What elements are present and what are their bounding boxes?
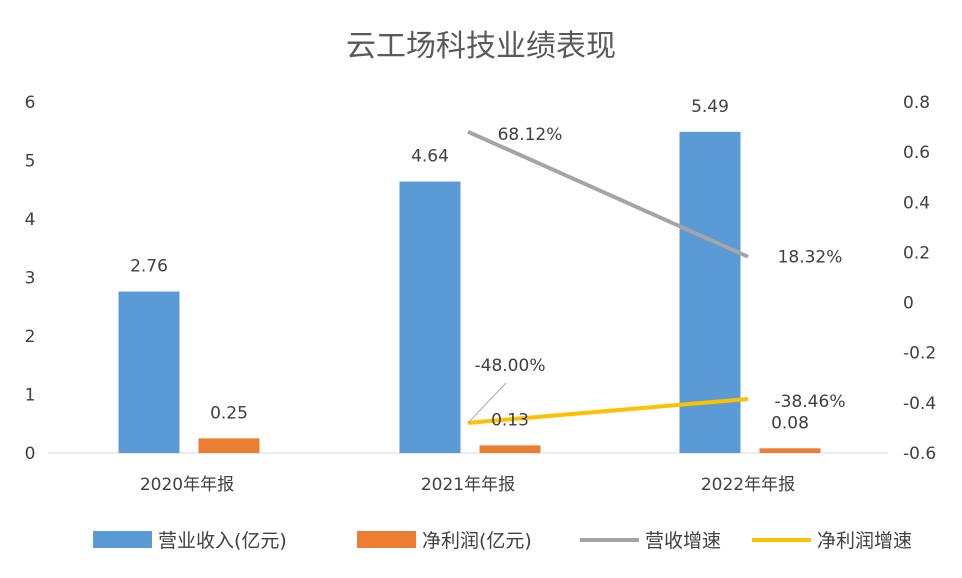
data-label: 5.49 [691, 97, 729, 117]
left-tick-label: 3 [25, 269, 36, 289]
left-tick-label: 4 [25, 210, 36, 230]
right-tick-label: -0.2 [903, 344, 936, 364]
right-tick-label: 0.8 [903, 93, 930, 113]
legend-label: 营收增速 [645, 530, 721, 552]
bar-net-profit [479, 445, 541, 453]
data-label: -38.46% [775, 392, 846, 412]
legend-swatch [357, 531, 416, 548]
right-tick-label: -0.6 [903, 444, 936, 464]
left-tick-label: 5 [25, 152, 36, 172]
bar-net-profit [198, 438, 260, 453]
bar-revenue [399, 181, 461, 453]
data-label: 4.64 [411, 147, 449, 167]
right-tick-label: -0.4 [903, 394, 936, 414]
data-label: 2.76 [130, 257, 168, 277]
right-tick-label: 0.4 [903, 193, 930, 213]
legend-label: 净利润(亿元) [422, 530, 532, 552]
data-label: 18.32% [778, 248, 843, 268]
left-tick-label: 2 [25, 327, 36, 347]
legend-label: 营业收入(亿元) [158, 530, 287, 552]
legend-label: 净利润增速 [817, 530, 912, 552]
bar-revenue [118, 291, 180, 453]
line-revenue-growth [467, 129, 749, 259]
bar-net-profit [759, 448, 821, 453]
left-tick-label: 6 [25, 93, 36, 113]
right-tick-label: 0 [903, 294, 914, 314]
category-label: 2022年年报 [701, 475, 795, 495]
data-label: 0.13 [491, 410, 529, 430]
data-label: -48.00% [475, 356, 546, 376]
left-tick-label: 1 [25, 386, 36, 406]
data-label: 68.12% [498, 125, 563, 145]
legend-swatch [93, 531, 152, 548]
data-label: 0.25 [210, 403, 248, 423]
line-profit-growth [467, 397, 749, 425]
data-label: 0.08 [771, 413, 809, 433]
category-label: 2020年年报 [140, 475, 234, 495]
category-label: 2021年年报 [421, 475, 515, 495]
leader-line [467, 382, 507, 424]
right-tick-label: 0.6 [903, 143, 930, 163]
right-tick-label: 0.2 [903, 243, 930, 263]
chart-title: 云工场科技业绩表现 [346, 29, 616, 64]
left-tick-label: 0 [25, 444, 36, 464]
